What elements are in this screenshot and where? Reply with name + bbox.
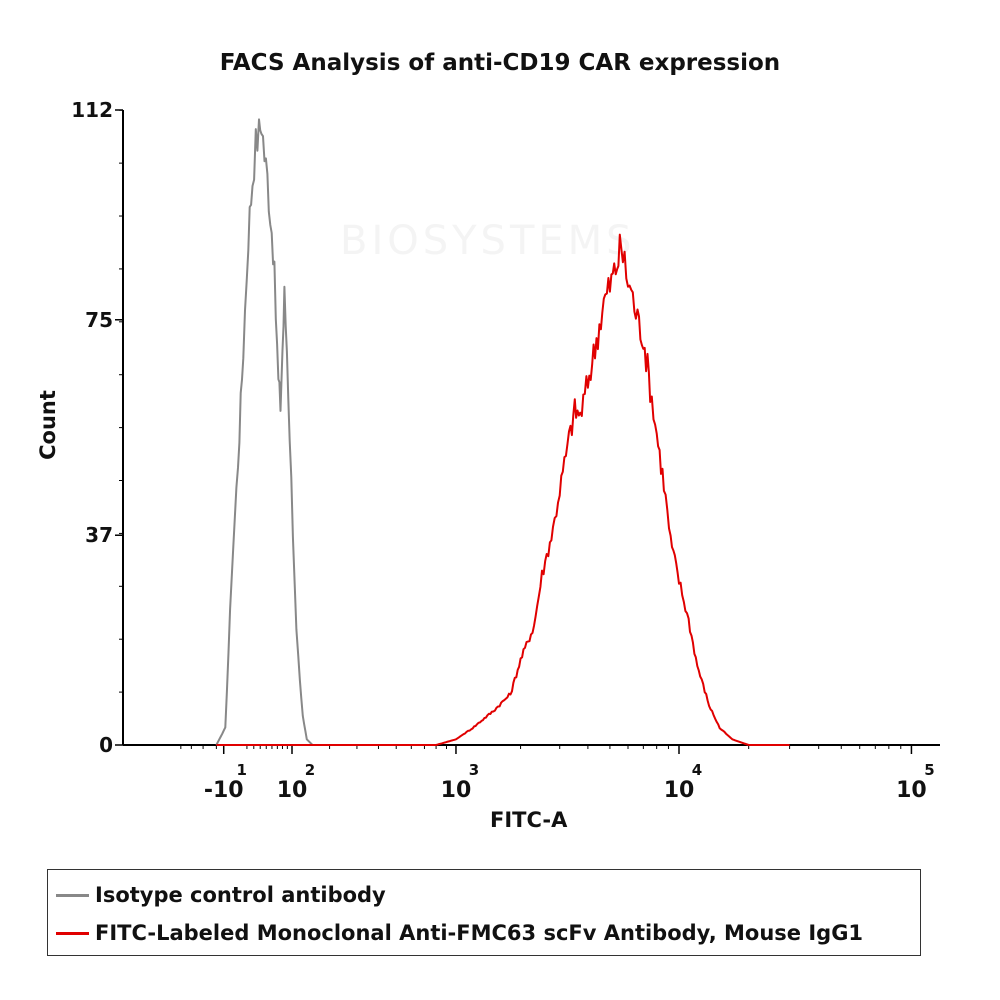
x-tick-label: 10: [664, 778, 695, 803]
legend-swatch-fitc: [56, 931, 89, 935]
chart-title: FACS Analysis of anti-CD19 CAR expressio…: [219, 50, 781, 76]
x-tick-label: 10: [896, 778, 927, 803]
x-tick-label: 10: [441, 778, 472, 803]
series-line-1: [216, 233, 790, 746]
legend-label-isotype: Isotype control antibody: [95, 883, 386, 907]
x-tick-exponent: 3: [469, 761, 479, 779]
x-tick-exponent: 4: [692, 761, 702, 779]
x-axis-label: FITC-A: [490, 808, 568, 832]
y-tick-label: 112: [71, 98, 113, 122]
x-tick-exponent: 2: [305, 761, 315, 779]
legend-item-isotype: Isotype control antibody: [56, 880, 386, 910]
x-tick-exponent: 1: [237, 761, 247, 779]
x-tick-exponent: 5: [924, 761, 934, 779]
legend-item-fitc: FITC-Labeled Monoclonal Anti-FMC63 scFv …: [56, 918, 863, 948]
y-tick-label: 75: [85, 308, 113, 332]
y-tick-label: 0: [99, 733, 113, 757]
legend-label-fitc: FITC-Labeled Monoclonal Anti-FMC63 scFv …: [95, 921, 864, 945]
legend: Isotype control antibody FITC-Labeled Mo…: [47, 869, 921, 956]
y-tick-label: 37: [85, 523, 113, 547]
legend-swatch-isotype: [56, 893, 89, 897]
x-tick-label: 10: [277, 778, 308, 803]
x-tick-label: -10: [204, 778, 244, 803]
series-line-0: [215, 118, 412, 746]
watermark-logo: BIOSYSTEMS: [340, 218, 636, 264]
